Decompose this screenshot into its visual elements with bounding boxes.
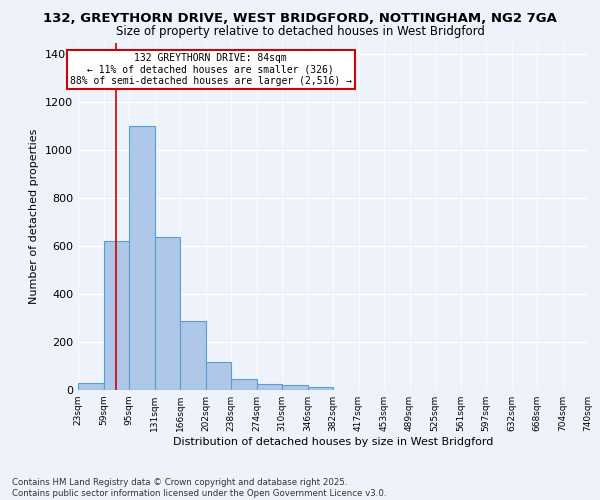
Y-axis label: Number of detached properties: Number of detached properties bbox=[29, 128, 40, 304]
Bar bbox=[231, 378, 257, 390]
Text: 132, GREYTHORN DRIVE, WEST BRIDGFORD, NOTTINGHAM, NG2 7GA: 132, GREYTHORN DRIVE, WEST BRIDGFORD, NO… bbox=[43, 12, 557, 26]
Bar bbox=[257, 384, 282, 390]
Bar bbox=[104, 242, 129, 390]
Text: Size of property relative to detached houses in West Bridgford: Size of property relative to detached ho… bbox=[116, 25, 484, 38]
Bar bbox=[308, 387, 333, 390]
Bar bbox=[205, 362, 231, 390]
X-axis label: Distribution of detached houses by size in West Bridgford: Distribution of detached houses by size … bbox=[173, 437, 493, 447]
Bar bbox=[180, 320, 205, 390]
Bar bbox=[78, 384, 104, 390]
Bar bbox=[155, 237, 180, 390]
Text: Contains HM Land Registry data © Crown copyright and database right 2025.
Contai: Contains HM Land Registry data © Crown c… bbox=[12, 478, 386, 498]
Bar bbox=[282, 385, 308, 390]
Bar bbox=[129, 126, 155, 390]
Text: 132 GREYTHORN DRIVE: 84sqm
← 11% of detached houses are smaller (326)
88% of sem: 132 GREYTHORN DRIVE: 84sqm ← 11% of deta… bbox=[70, 53, 352, 86]
